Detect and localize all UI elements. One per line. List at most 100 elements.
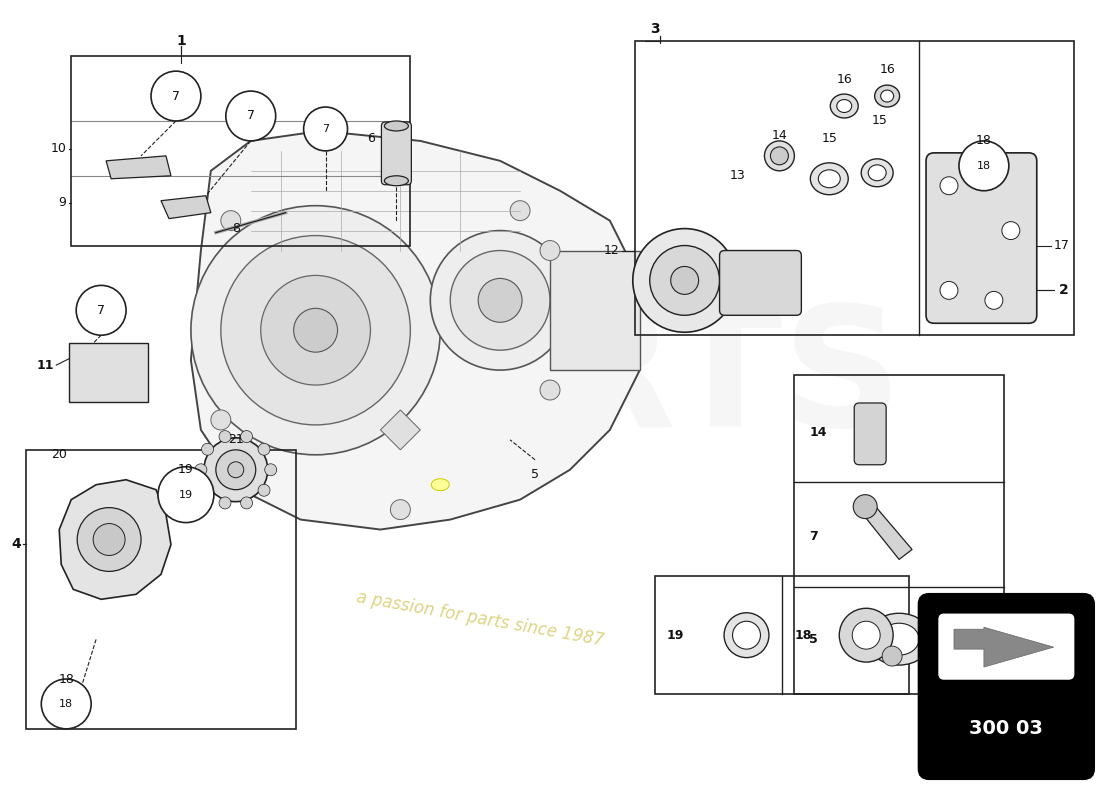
Polygon shape <box>550 250 640 370</box>
Circle shape <box>450 250 550 350</box>
FancyBboxPatch shape <box>382 122 411 185</box>
FancyBboxPatch shape <box>920 594 1093 778</box>
Circle shape <box>219 430 231 442</box>
Ellipse shape <box>431 478 449 490</box>
Text: 11: 11 <box>36 358 54 372</box>
Circle shape <box>304 107 348 151</box>
FancyBboxPatch shape <box>69 343 148 402</box>
Text: 15: 15 <box>822 133 837 146</box>
Circle shape <box>390 141 410 161</box>
Ellipse shape <box>879 623 920 655</box>
Text: 16: 16 <box>879 62 895 76</box>
Circle shape <box>430 230 570 370</box>
Polygon shape <box>381 410 420 450</box>
Text: 12: 12 <box>604 244 619 257</box>
Circle shape <box>241 497 253 509</box>
Text: 17: 17 <box>1054 239 1069 252</box>
Text: 14: 14 <box>810 426 827 439</box>
Text: 14: 14 <box>771 130 788 142</box>
Text: 1: 1 <box>176 34 186 48</box>
Text: 18: 18 <box>977 161 991 171</box>
Text: 19: 19 <box>178 463 194 476</box>
Circle shape <box>852 622 880 649</box>
Circle shape <box>294 308 338 352</box>
Text: 300 03: 300 03 <box>969 719 1043 738</box>
Text: 3: 3 <box>650 22 659 36</box>
Circle shape <box>211 410 231 430</box>
Ellipse shape <box>384 176 408 186</box>
Polygon shape <box>191 131 640 530</box>
Ellipse shape <box>733 622 760 649</box>
Circle shape <box>839 608 893 662</box>
Circle shape <box>151 71 201 121</box>
Circle shape <box>1002 222 1020 239</box>
Circle shape <box>258 484 270 496</box>
Text: 20: 20 <box>52 448 67 462</box>
Text: 7: 7 <box>97 304 106 317</box>
Circle shape <box>201 484 213 496</box>
Circle shape <box>650 246 719 315</box>
Ellipse shape <box>868 165 887 181</box>
Text: 7: 7 <box>810 530 818 543</box>
Ellipse shape <box>724 613 769 658</box>
Circle shape <box>258 443 270 455</box>
Text: 18: 18 <box>976 134 992 147</box>
Text: 5: 5 <box>531 468 539 482</box>
Polygon shape <box>106 156 170 178</box>
Circle shape <box>219 497 231 509</box>
Circle shape <box>984 167 1003 185</box>
Polygon shape <box>161 196 211 218</box>
Text: 21: 21 <box>228 434 244 446</box>
Circle shape <box>510 201 530 221</box>
Text: a passion for parts since 1987: a passion for parts since 1987 <box>355 589 605 650</box>
Circle shape <box>158 466 213 522</box>
Circle shape <box>77 508 141 571</box>
Ellipse shape <box>764 141 794 170</box>
Text: 7: 7 <box>246 110 255 122</box>
Circle shape <box>854 494 877 518</box>
Text: 10: 10 <box>51 142 66 155</box>
Circle shape <box>221 210 241 230</box>
Circle shape <box>540 241 560 261</box>
Circle shape <box>228 462 244 478</box>
Text: 18: 18 <box>58 673 74 686</box>
Ellipse shape <box>770 147 789 165</box>
Circle shape <box>671 266 698 294</box>
Ellipse shape <box>881 90 893 102</box>
Polygon shape <box>59 480 170 599</box>
Polygon shape <box>954 627 1054 667</box>
Circle shape <box>201 443 213 455</box>
Text: 8: 8 <box>232 222 240 235</box>
Circle shape <box>191 206 440 455</box>
Circle shape <box>204 438 267 502</box>
Circle shape <box>76 286 126 335</box>
Text: 9: 9 <box>58 196 66 209</box>
FancyBboxPatch shape <box>855 403 887 465</box>
Ellipse shape <box>811 163 848 194</box>
Ellipse shape <box>837 99 851 113</box>
FancyBboxPatch shape <box>926 153 1037 323</box>
Circle shape <box>241 430 253 442</box>
Text: 7: 7 <box>322 124 329 134</box>
Circle shape <box>390 500 410 519</box>
Ellipse shape <box>874 85 900 107</box>
Circle shape <box>882 646 902 666</box>
Ellipse shape <box>384 121 408 131</box>
Circle shape <box>632 229 737 332</box>
Text: 13: 13 <box>729 170 746 182</box>
Circle shape <box>216 450 255 490</box>
Circle shape <box>265 464 277 476</box>
Text: 5: 5 <box>810 633 818 646</box>
Circle shape <box>959 141 1009 190</box>
Text: 18: 18 <box>59 699 74 709</box>
Circle shape <box>940 282 958 299</box>
Text: 18: 18 <box>794 629 812 642</box>
Ellipse shape <box>867 614 932 665</box>
Circle shape <box>940 177 958 194</box>
Text: 19: 19 <box>667 629 684 642</box>
Text: 7: 7 <box>172 90 180 102</box>
Text: 16: 16 <box>836 73 852 86</box>
Ellipse shape <box>830 94 858 118</box>
Circle shape <box>984 291 1003 310</box>
Circle shape <box>261 275 371 385</box>
